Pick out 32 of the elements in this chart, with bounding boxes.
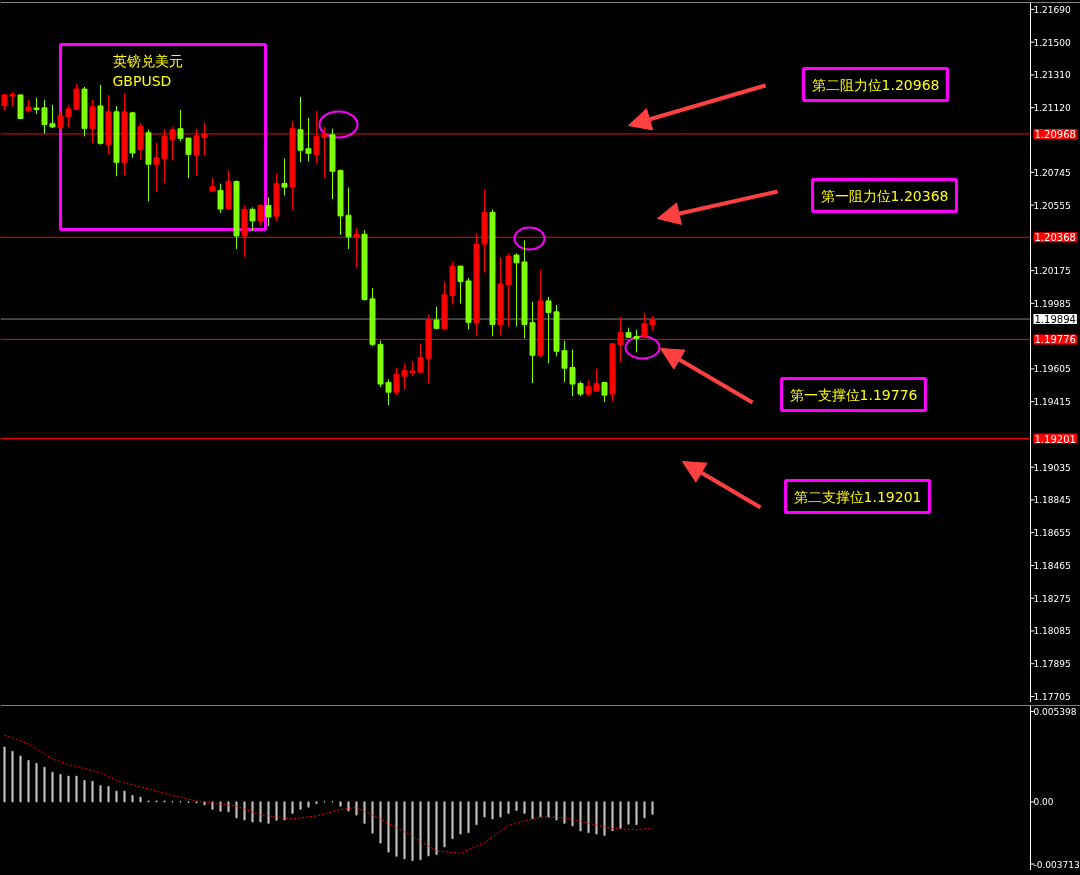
y-tick-label: 1.18275 <box>1033 593 1071 604</box>
ref-line-label: 1.20368 <box>1034 232 1076 244</box>
y-tick-label: 0.005398 <box>1033 707 1077 718</box>
y-tick-label: -0.003713 <box>1033 859 1080 870</box>
y-tick-label: 1.19415 <box>1033 397 1071 408</box>
y-tick-label: 1.21690 <box>1033 4 1071 15</box>
y-tick-label: 1.17705 <box>1033 691 1071 702</box>
y-tick-label: 1.20745 <box>1033 167 1071 178</box>
annotation: 第一阻力位1.20368 <box>820 187 949 204</box>
y-tick-label: 1.18655 <box>1033 528 1071 539</box>
y-tick-label: 1.19035 <box>1033 462 1071 473</box>
y-tick-label: 1.21310 <box>1033 70 1071 81</box>
y-tick-label: 1.20175 <box>1033 266 1071 277</box>
y-tick-label: 1.21120 <box>1033 103 1071 114</box>
y-tick-label: 1.21500 <box>1033 37 1071 48</box>
annotation: GBPUSD <box>112 72 172 89</box>
ref-line-label: 1.19894 <box>1034 314 1076 326</box>
y-tick-label: 1.17895 <box>1033 659 1071 670</box>
y-tick-label: 1.18085 <box>1033 626 1071 637</box>
annotation: 第二阻力位1.20968 <box>811 76 940 93</box>
y-tick-label: 1.20555 <box>1033 200 1071 211</box>
annotation: 第二支撑位1.19201 <box>793 488 922 505</box>
ref-line-label: 1.19776 <box>1034 334 1076 346</box>
annotation: 英镑兑美元 <box>112 52 183 69</box>
ref-line-label: 1.19201 <box>1034 433 1076 445</box>
y-tick-label: 1.19985 <box>1033 298 1071 309</box>
annotation: 第一支撑位1.19776 <box>789 386 918 403</box>
y-tick-label: 1.18465 <box>1033 560 1071 571</box>
y-tick-label: 0.00 <box>1033 797 1054 808</box>
ref-line-label: 1.20968 <box>1034 128 1076 140</box>
y-tick-label: 1.18845 <box>1033 495 1071 506</box>
y-tick-label: 1.19605 <box>1033 364 1071 375</box>
